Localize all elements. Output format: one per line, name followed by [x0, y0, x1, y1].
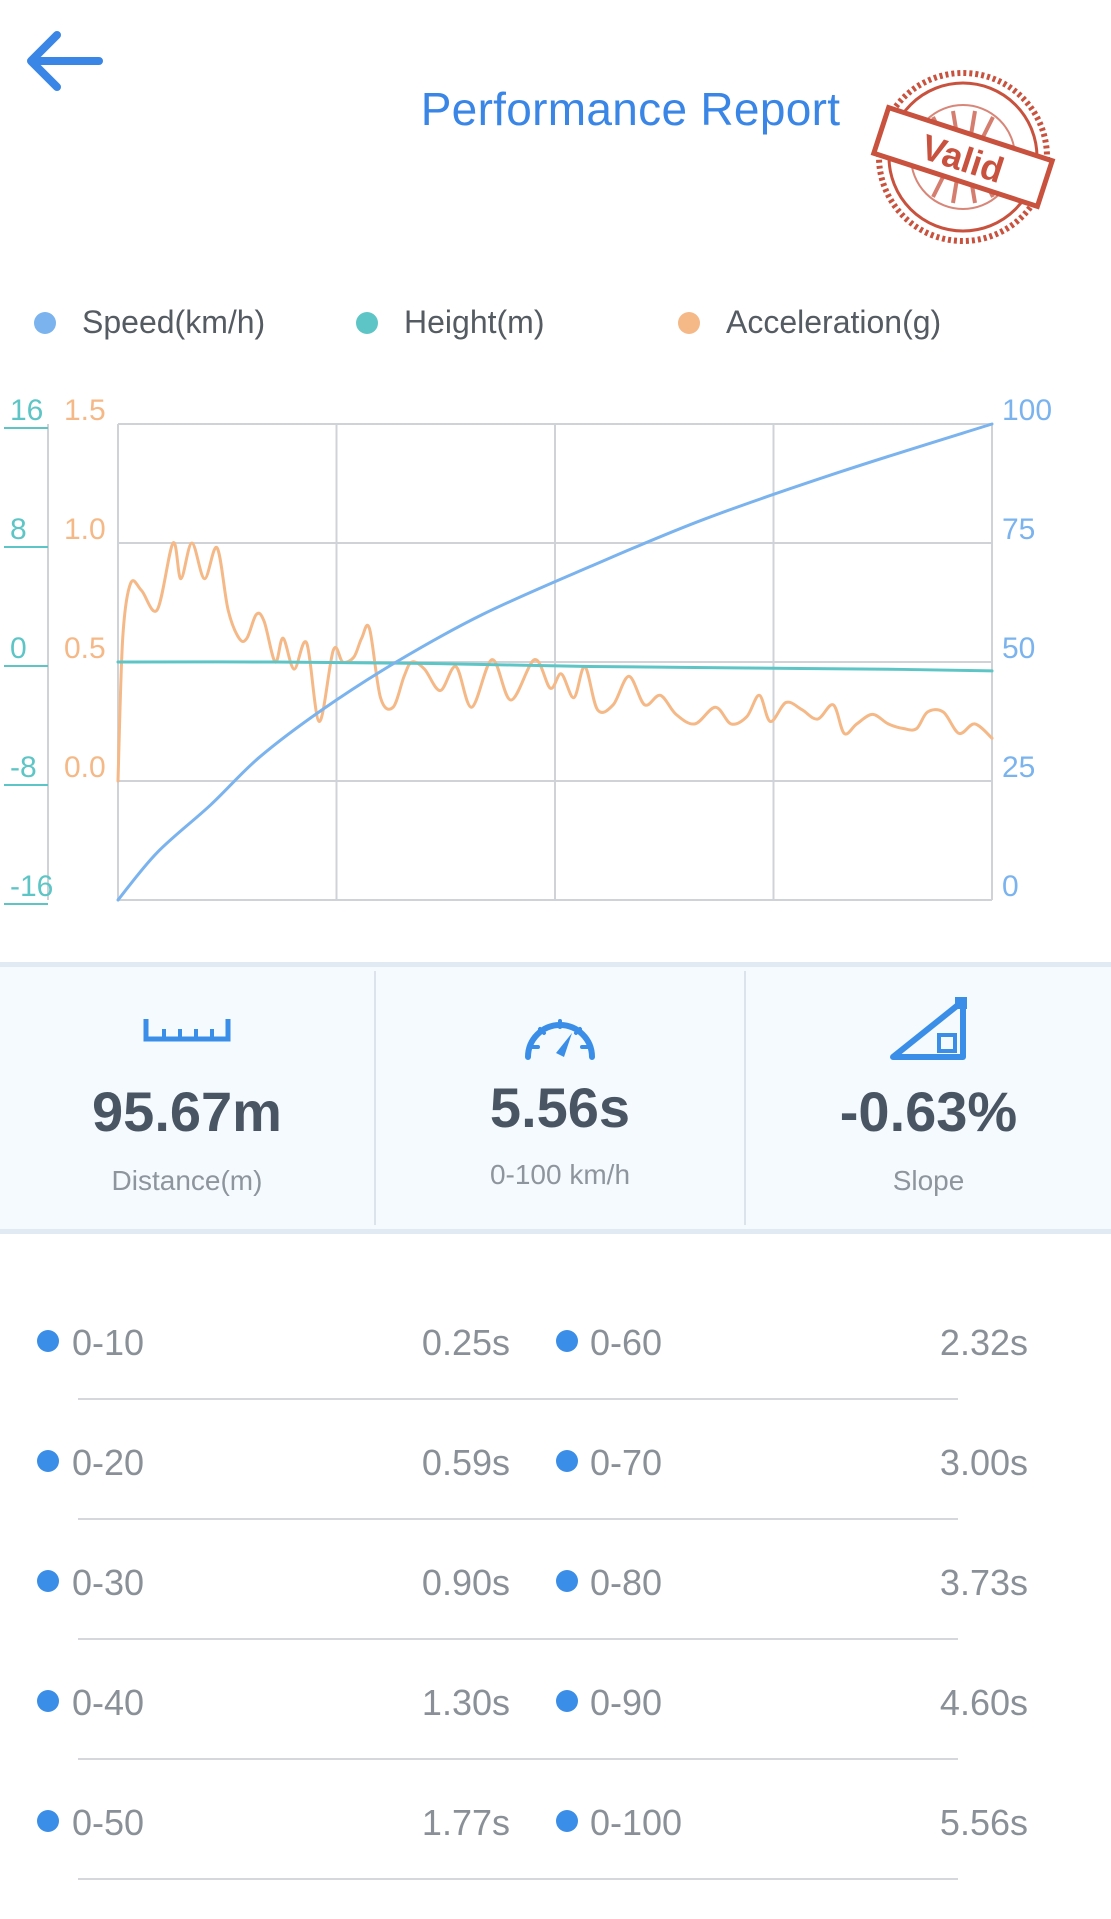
legend-item-acceleration[interactable]: Acceleration(g): [678, 304, 941, 341]
acceleration-axis-tick-label: 0.0: [64, 751, 106, 784]
split-label: 0-40: [72, 1682, 145, 1723]
split-label: 0-20: [72, 1442, 145, 1483]
bullet-icon: [37, 1690, 59, 1712]
distance-label: Distance(m): [111, 1165, 263, 1196]
legend-label-acceleration: Acceleration(g): [726, 304, 942, 340]
divider: [78, 1518, 958, 1520]
bullet-icon: [556, 1570, 578, 1592]
bullet-icon: [556, 1690, 578, 1712]
split-value: 0.90s: [421, 1562, 510, 1603]
list-item: 0-40 1.30s 0-90 4.60s: [0, 1650, 1111, 1770]
divider: [78, 1398, 958, 1400]
slope-value: -0.63%: [839, 1080, 1018, 1143]
speed-axis-tick-label: 100: [1002, 394, 1052, 427]
legend-label-speed: Speed(km/h): [82, 304, 266, 340]
legend-dot-acceleration: [678, 311, 700, 334]
legend-dot-height: [356, 311, 378, 334]
bullet-icon: [37, 1810, 59, 1832]
list-item: 0-10 0.25s 0-60 2.32s: [0, 1290, 1111, 1410]
divider: [78, 1758, 958, 1760]
arrow-left-icon: [27, 31, 103, 91]
bullet-icon: [556, 1810, 578, 1832]
bullet-icon: [37, 1450, 59, 1472]
height-axis-tick-label: 8: [10, 513, 27, 546]
list-item: 0-20 0.59s 0-70 3.00s: [0, 1410, 1111, 1530]
split-label: 0-80: [590, 1562, 663, 1603]
divider: [78, 1878, 958, 1880]
split-value: 2.32s: [939, 1322, 1028, 1363]
split-label: 0-50: [72, 1802, 145, 1843]
speed-axis-tick-label: 25: [1002, 751, 1035, 784]
split-label: 0-70: [590, 1442, 663, 1483]
split-label: 0-10: [72, 1322, 145, 1363]
split-label: 0-60: [590, 1322, 663, 1363]
split-value: 0.25s: [421, 1322, 510, 1363]
split-value: 5.56s: [939, 1802, 1028, 1843]
split-value: 4.60s: [939, 1682, 1028, 1723]
acceleration-axis-tick-label: 0.5: [64, 632, 106, 665]
bullet-icon: [556, 1330, 578, 1352]
split-value: 0.59s: [421, 1442, 510, 1483]
bullet-icon: [37, 1330, 59, 1352]
divider: [78, 1638, 958, 1640]
split-value: 3.73s: [939, 1562, 1028, 1603]
height-axis-tick-label: -8: [10, 751, 37, 784]
valid-stamp: Valid: [870, 68, 1056, 246]
height-series-line: [116, 660, 994, 673]
height-axis-tick-label: 0: [10, 632, 27, 665]
distance-value: 95.67m: [92, 1080, 282, 1143]
stat-slope: -0.63% Slope: [746, 967, 1111, 1229]
acceleration-axis-tick-label: 1.5: [64, 394, 106, 427]
page-title: Performance Report: [420, 83, 841, 135]
back-button[interactable]: [24, 26, 106, 96]
performance-chart: 16 8 0 -8 -16 1.5 1.0 0.5 0.0 100 75 50 25 0: [4, 394, 1052, 905]
stat-distance: 95.67m Distance(m): [0, 967, 374, 1229]
split-label: 0-90: [590, 1682, 663, 1723]
stat-zero-to-hundred: 5.56s 0-100 km/h: [376, 967, 744, 1229]
speed-axis-tick-label: 0: [1002, 870, 1019, 903]
acceleration-axis-tick-label: 1.0: [64, 513, 106, 546]
split-value: 1.30s: [421, 1682, 510, 1723]
speed-axis-tick-label: 50: [1002, 632, 1035, 665]
bullet-icon: [556, 1450, 578, 1472]
zero-to-hundred-label: 0-100 km/h: [489, 1159, 631, 1190]
height-axis-tick-label: -16: [10, 870, 53, 903]
speed-series-line: [116, 422, 994, 902]
bullet-icon: [37, 1570, 59, 1592]
slope-icon: [889, 997, 967, 1060]
zero-to-hundred-value: 5.56s: [489, 1076, 631, 1139]
stats-panel: 95.67m Distance(m) 5.56s 0-100 km/h -0.6…: [0, 962, 1111, 1234]
speedometer-icon: [525, 1019, 595, 1060]
acceleration-series-line: [116, 541, 994, 783]
list-item: 0-50 1.77s 0-100 5.56s: [0, 1770, 1111, 1890]
legend-label-height: Height(m): [404, 304, 545, 340]
legend-dot-speed: [34, 311, 56, 334]
split-value: 1.77s: [421, 1802, 510, 1843]
split-label: 0-100: [590, 1802, 683, 1843]
chart-legend: Speed(km/h) Height(m) Acceleration(g): [0, 304, 1111, 354]
split-label: 0-30: [72, 1562, 145, 1603]
list-item: 0-30 0.90s 0-80 3.73s: [0, 1530, 1111, 1650]
stat-divider: [374, 971, 376, 1225]
stat-divider: [744, 971, 746, 1225]
ruler-icon: [143, 1019, 231, 1042]
slope-label: Slope: [892, 1165, 965, 1196]
legend-item-height[interactable]: Height(m): [356, 304, 544, 341]
height-axis-tick-label: 16: [10, 394, 43, 427]
legend-item-speed[interactable]: Speed(km/h): [34, 304, 265, 341]
speed-axis-tick-label: 75: [1002, 513, 1035, 546]
split-value: 3.00s: [939, 1442, 1028, 1483]
